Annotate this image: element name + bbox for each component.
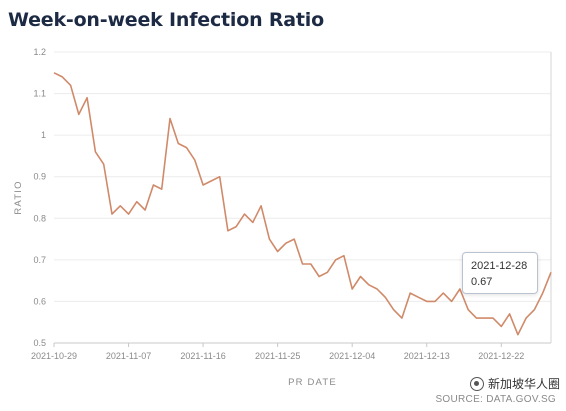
- x-tick-label: 2021-11-07: [106, 351, 151, 361]
- y-tick-label: 0.8: [33, 213, 46, 223]
- x-tick-label: 2021-11-16: [180, 351, 225, 361]
- tooltip-value: 0.67: [471, 276, 493, 288]
- y-tick-label: 0.7: [33, 255, 46, 265]
- y-tick-label: 1.2: [33, 47, 46, 57]
- y-axis-label: RATIO: [13, 180, 24, 214]
- watermark-logo-icon: [469, 377, 484, 391]
- y-tick-label: 1: [41, 130, 46, 140]
- x-tick-label: 2021-12-13: [404, 351, 450, 361]
- series-line-ratio: [53, 72, 552, 336]
- y-tick-labels: 0.5 0.6 0.7 0.8 0.9 1 1.1 1.2: [33, 47, 46, 348]
- y-tick-label: 0.9: [33, 172, 46, 182]
- x-tick-label: 2021-12-04: [329, 351, 375, 361]
- tooltip-date: 2021-12-28: [471, 260, 528, 272]
- x-tick-label: 2021-11-25: [255, 351, 300, 361]
- source-credit: SOURCE: DATA.GOV.SG: [435, 394, 556, 405]
- y-tick-label: 0.6: [33, 296, 46, 306]
- watermark-text: 新加坡华人圈: [487, 377, 560, 391]
- x-tick-label: 2021-10-29: [31, 351, 77, 361]
- y-tick-label: 1.1: [33, 89, 46, 99]
- x-tick-label: 2021-12-22: [478, 351, 524, 361]
- grid-lines: [54, 51, 551, 344]
- x-axis-label: PR DATE: [288, 377, 337, 388]
- y-tick-label: 0.5: [33, 338, 46, 348]
- data-tooltip: 2021-12-28 0.67: [462, 252, 538, 294]
- x-tick-labels: 2021-10-29 2021-11-07 2021-11-16 2021-11-25…: [31, 343, 524, 361]
- watermark: 新加坡华人圈: [469, 375, 560, 392]
- chart-title: Week-on-week Infection Ratio: [8, 9, 324, 31]
